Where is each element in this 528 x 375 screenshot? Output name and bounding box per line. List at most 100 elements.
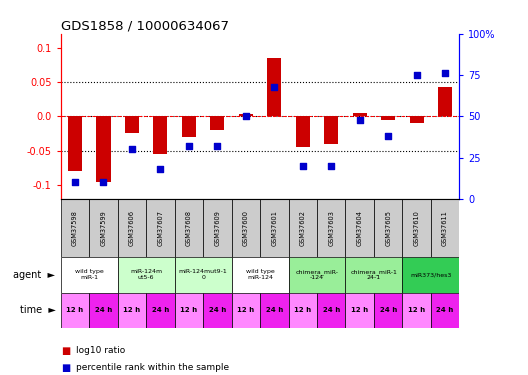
Bar: [431, 292, 459, 328]
Text: miR-124mut9-1
0: miR-124mut9-1 0: [178, 270, 228, 280]
Bar: [125, 116, 139, 134]
Text: 24 h: 24 h: [323, 308, 340, 313]
Text: GSM37600: GSM37600: [243, 210, 249, 246]
Bar: [175, 257, 232, 292]
Text: GSM37604: GSM37604: [357, 210, 363, 246]
Bar: [89, 292, 118, 328]
Bar: [61, 257, 118, 292]
Bar: [345, 199, 374, 257]
Bar: [203, 292, 232, 328]
Text: log10 ratio: log10 ratio: [76, 346, 125, 355]
Text: percentile rank within the sample: percentile rank within the sample: [76, 363, 229, 372]
Text: 12 h: 12 h: [180, 308, 197, 313]
Text: chimera_miR-1
24-1: chimera_miR-1 24-1: [351, 269, 398, 280]
Text: 12 h: 12 h: [124, 308, 140, 313]
Point: [412, 72, 421, 78]
Bar: [210, 116, 224, 130]
Text: chimera_miR-
-124: chimera_miR- -124: [296, 269, 338, 280]
Bar: [267, 58, 281, 116]
Bar: [146, 199, 175, 257]
Bar: [153, 116, 167, 154]
Bar: [317, 292, 345, 328]
Bar: [374, 292, 402, 328]
Point: [384, 133, 392, 139]
Text: 12 h: 12 h: [67, 308, 83, 313]
Point: [71, 179, 79, 185]
Point: [156, 166, 165, 172]
Bar: [296, 116, 310, 147]
Bar: [232, 292, 260, 328]
Text: GDS1858 / 10000634067: GDS1858 / 10000634067: [61, 20, 229, 33]
Text: wild type
miR-124: wild type miR-124: [246, 270, 275, 280]
Text: GSM37605: GSM37605: [385, 210, 391, 246]
Text: 24 h: 24 h: [152, 308, 169, 313]
Bar: [118, 199, 146, 257]
Bar: [381, 116, 395, 120]
Point: [327, 163, 335, 169]
Text: 24 h: 24 h: [209, 308, 226, 313]
Bar: [203, 199, 232, 257]
Point: [128, 146, 136, 152]
Text: 12 h: 12 h: [351, 308, 368, 313]
Bar: [61, 292, 89, 328]
Text: 12 h: 12 h: [294, 308, 312, 313]
Point: [99, 179, 108, 185]
Bar: [288, 292, 317, 328]
Text: 12 h: 12 h: [408, 308, 425, 313]
Bar: [182, 116, 196, 137]
Text: GSM37606: GSM37606: [129, 210, 135, 246]
Bar: [324, 116, 338, 144]
Text: miR-124m
ut5-6: miR-124m ut5-6: [130, 270, 162, 280]
Text: wild type
miR-1: wild type miR-1: [75, 270, 103, 280]
Bar: [374, 199, 402, 257]
Text: time  ►: time ►: [20, 305, 55, 315]
Text: ■: ■: [61, 363, 70, 372]
Text: 24 h: 24 h: [437, 308, 454, 313]
Text: GSM37598: GSM37598: [72, 210, 78, 246]
Bar: [353, 113, 367, 116]
Bar: [89, 199, 118, 257]
Point: [185, 143, 193, 149]
Bar: [232, 257, 288, 292]
Bar: [345, 257, 402, 292]
Text: 12 h: 12 h: [237, 308, 254, 313]
Bar: [61, 199, 89, 257]
Text: GSM37602: GSM37602: [300, 210, 306, 246]
Point: [242, 113, 250, 119]
Bar: [317, 199, 345, 257]
Bar: [118, 257, 175, 292]
Text: GSM37601: GSM37601: [271, 210, 277, 246]
Bar: [402, 257, 459, 292]
Bar: [438, 87, 452, 116]
Point: [213, 143, 222, 149]
Text: agent  ►: agent ►: [13, 270, 55, 280]
Text: GSM37609: GSM37609: [214, 210, 220, 246]
Text: ■: ■: [61, 346, 70, 355]
Text: GSM37610: GSM37610: [413, 210, 420, 246]
Bar: [288, 257, 345, 292]
Text: GSM37599: GSM37599: [100, 210, 107, 246]
Text: GSM37607: GSM37607: [157, 210, 163, 246]
Point: [270, 84, 278, 90]
Bar: [175, 292, 203, 328]
Text: GSM37608: GSM37608: [186, 210, 192, 246]
Point: [441, 70, 449, 76]
Bar: [260, 292, 288, 328]
Bar: [410, 116, 424, 123]
Text: GSM37611: GSM37611: [442, 210, 448, 246]
Bar: [260, 199, 288, 257]
Bar: [431, 199, 459, 257]
Bar: [239, 114, 253, 116]
Text: 24 h: 24 h: [266, 308, 283, 313]
Bar: [146, 292, 175, 328]
Bar: [402, 199, 431, 257]
Text: miR373/hes3: miR373/hes3: [410, 272, 451, 277]
Bar: [68, 116, 82, 171]
Point: [355, 117, 364, 123]
Bar: [232, 199, 260, 257]
Bar: [118, 292, 146, 328]
Bar: [345, 292, 374, 328]
Text: GSM37603: GSM37603: [328, 210, 334, 246]
Point: [298, 163, 307, 169]
Bar: [175, 199, 203, 257]
